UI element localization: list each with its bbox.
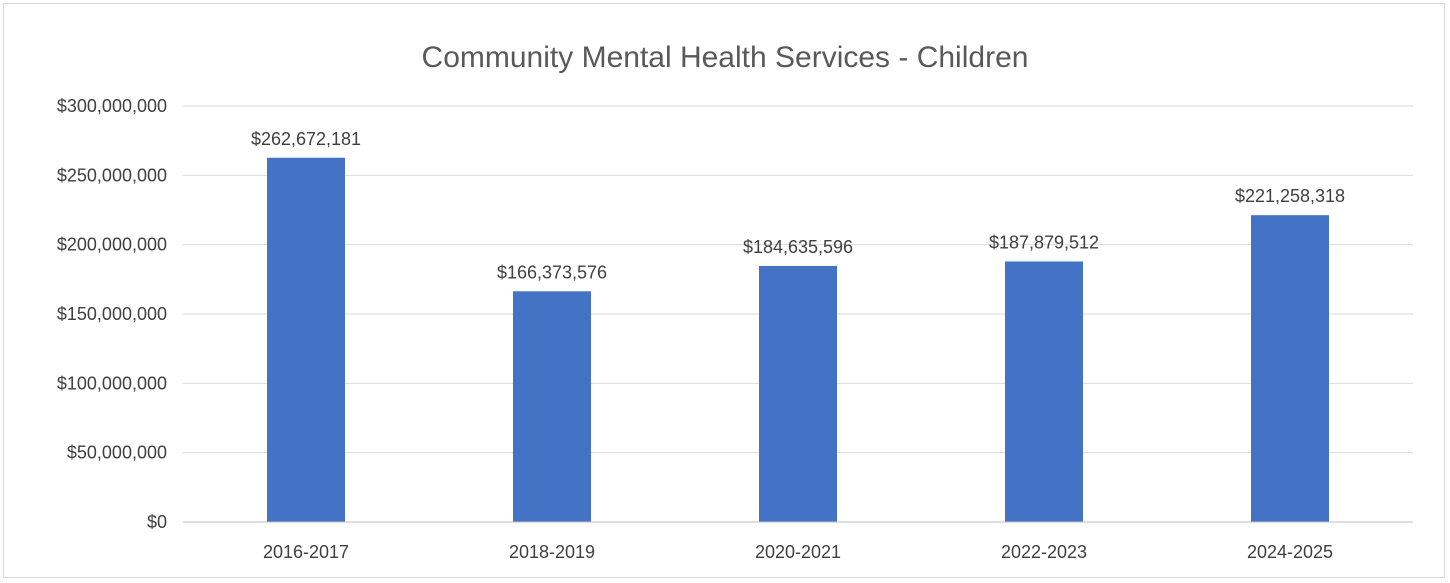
bar-2020-2021	[759, 265, 837, 522]
data-label: $184,635,596	[743, 237, 853, 257]
bar-2016-2017	[267, 157, 345, 523]
x-tick-label: 2020-2021	[755, 542, 841, 562]
y-tick-label: $200,000,000	[57, 235, 167, 255]
chart-title: Community Mental Health Services - Child…	[422, 41, 1029, 74]
data-label: $187,879,512	[989, 232, 1099, 252]
x-tick-label: 2024-2025	[1247, 542, 1333, 562]
bar-2018-2019	[513, 291, 591, 522]
x-axis-tick-labels: 2016-2017 2018-2019 2020-2021 2022-2023 2024…	[263, 542, 1333, 562]
bars	[267, 157, 1329, 523]
y-tick-label: $0	[147, 512, 167, 532]
y-tick-label: $100,000,000	[57, 373, 167, 393]
x-tick-label: 2022-2023	[1001, 542, 1087, 562]
y-tick-label: $300,000,000	[57, 96, 167, 116]
y-tick-label: $250,000,000	[57, 165, 167, 185]
data-label: $221,258,318	[1235, 186, 1345, 206]
chart-frame	[3, 3, 1445, 578]
gridlines	[183, 105, 1413, 454]
data-labels: $262,672,181 $166,373,576 $184,635,596 $187…	[251, 129, 1345, 283]
bar-2024-2025	[1251, 215, 1329, 522]
x-tick-label: 2018-2019	[509, 542, 595, 562]
bar-2022-2023	[1005, 261, 1083, 522]
data-label: $166,373,576	[497, 262, 607, 282]
y-tick-label: $50,000,000	[67, 443, 167, 463]
y-tick-label: $150,000,000	[57, 304, 167, 324]
y-axis-tick-labels: $0 $50,000,000 $100,000,000 $150,000,000 $20…	[57, 96, 167, 532]
data-label: $262,672,181	[251, 129, 361, 149]
x-tick-label: 2016-2017	[263, 542, 349, 562]
